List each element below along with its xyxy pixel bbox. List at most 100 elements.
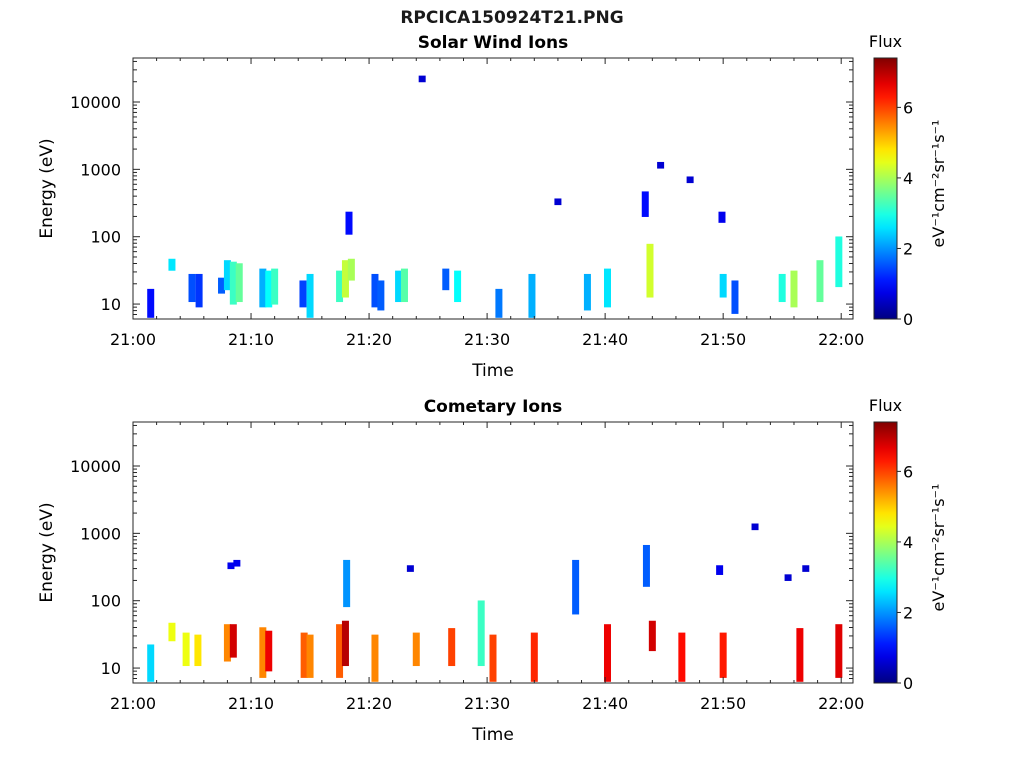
colorbar-title: Flux <box>869 396 902 415</box>
data-cell <box>442 268 450 291</box>
data-cell <box>300 632 308 678</box>
data-cell <box>229 261 237 305</box>
data-cell <box>648 620 656 652</box>
y-tick-label: 1000 <box>80 160 121 179</box>
colorbar-tick-label: 4 <box>903 169 913 188</box>
x-tick-label: 21:30 <box>464 694 510 713</box>
y-tick-label: 1000 <box>80 524 121 543</box>
data-cell <box>395 270 403 303</box>
data-cell <box>642 544 650 587</box>
data-cell <box>341 260 349 298</box>
data-cell <box>229 624 237 658</box>
data-cell <box>719 273 727 298</box>
data-cell <box>265 270 273 308</box>
data-cell <box>495 288 503 318</box>
colorbar-units: eV⁻¹cm⁻²sr⁻¹s⁻¹ <box>929 484 948 612</box>
data-cell <box>554 198 562 206</box>
data-cell <box>646 243 654 298</box>
colorbar-tick-label: 6 <box>903 462 913 481</box>
y-axis-label: Energy (eV) <box>37 502 57 602</box>
x-tick-label: 21:40 <box>582 694 628 713</box>
x-tick-label: 21:20 <box>346 694 392 713</box>
data-cell <box>418 75 426 83</box>
colorbar-tick-label: 0 <box>903 674 913 693</box>
x-axis-label: Time <box>471 725 514 745</box>
page-title: RPCICA150924T21.PNG <box>400 8 624 28</box>
colorbar-tick-label: 0 <box>903 310 913 329</box>
data-cell <box>716 565 724 575</box>
colorbar <box>873 57 898 320</box>
colorbar-units: eV⁻¹cm⁻²sr⁻¹s⁻¹ <box>929 120 948 248</box>
x-tick-label: 21:30 <box>464 330 510 349</box>
data-cell <box>347 258 355 281</box>
data-cell <box>371 634 379 682</box>
data-cell <box>271 268 279 305</box>
data-cell <box>454 270 462 303</box>
data-cell <box>235 263 243 303</box>
data-cell <box>816 260 824 303</box>
x-tick-label: 21:00 <box>110 330 156 349</box>
x-tick-label: 21:10 <box>228 694 274 713</box>
data-cell <box>796 628 804 682</box>
data-cell <box>299 280 307 308</box>
data-cell <box>572 559 580 615</box>
data-cell <box>657 161 665 169</box>
data-cell <box>802 565 810 572</box>
x-tick-label: 21:50 <box>700 330 746 349</box>
data-cell <box>168 258 176 271</box>
colorbar-title: Flux <box>869 32 902 51</box>
x-tick-label: 21:50 <box>700 694 746 713</box>
data-cell <box>731 280 739 314</box>
data-cell <box>718 211 726 223</box>
data-cell <box>412 632 420 667</box>
data-cell <box>448 628 456 667</box>
data-cell <box>194 634 202 667</box>
data-cell <box>477 600 485 667</box>
data-cell <box>233 559 241 567</box>
y-tick-label: 10 <box>101 295 121 314</box>
data-cell <box>218 277 226 294</box>
data-cell <box>188 273 196 303</box>
data-cell <box>641 191 649 217</box>
data-cell <box>168 622 176 642</box>
colorbar-tick-label: 4 <box>903 533 913 552</box>
chart-panel-1: Solar Wind Ions 21:00 21:10 21:20 21:30 21:40… <box>37 32 948 381</box>
data-cell <box>345 211 353 235</box>
data-cell <box>343 559 351 608</box>
data-cell <box>751 523 759 531</box>
data-cell <box>719 632 727 678</box>
data-cell <box>603 624 611 682</box>
x-tick-label: 21:40 <box>582 330 628 349</box>
data-cell <box>336 624 344 678</box>
data-cell <box>341 620 349 667</box>
y-tick-label: 10000 <box>70 93 121 112</box>
data-cell <box>489 634 497 682</box>
x-tick-label: 21:20 <box>346 330 392 349</box>
data-cell <box>195 273 203 308</box>
data-cell <box>223 260 231 291</box>
data-cell <box>147 288 155 318</box>
data-cell <box>790 270 798 308</box>
x-axis-label: Time <box>471 361 514 381</box>
colorbar <box>873 421 898 684</box>
data-cell <box>835 236 843 288</box>
data-cell <box>265 630 273 672</box>
data-cell <box>678 632 686 682</box>
data-cell <box>835 624 843 678</box>
x-tick-label: 22:00 <box>818 694 864 713</box>
plot-frame <box>132 57 854 320</box>
data-cell <box>259 627 267 678</box>
data-cell <box>259 268 267 308</box>
data-cell <box>406 565 414 572</box>
data-cell <box>227 562 235 570</box>
data-cell <box>147 644 155 682</box>
data-cell <box>530 632 538 682</box>
colorbar-tick-label: 2 <box>903 603 913 622</box>
colorbar-tick-label: 2 <box>903 239 913 258</box>
colorbar-tick-label: 6 <box>903 98 913 117</box>
x-tick-label: 21:00 <box>110 694 156 713</box>
y-tick-label: 100 <box>90 228 121 247</box>
y-axis-label: Energy (eV) <box>37 138 57 238</box>
plot-frame <box>132 421 854 684</box>
